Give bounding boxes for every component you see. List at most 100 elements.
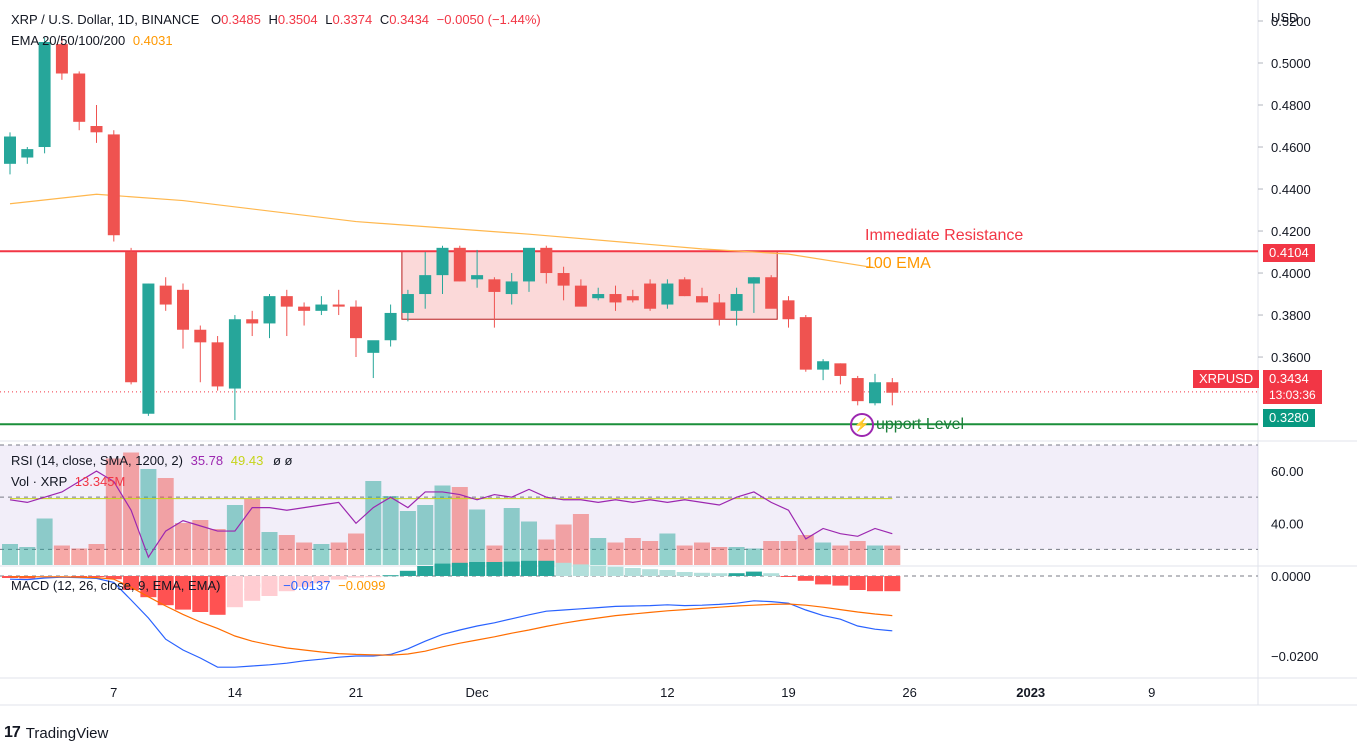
resistance-annotation: Immediate Resistance bbox=[865, 227, 1024, 244]
support-price-tag: 0.3280 bbox=[1263, 409, 1315, 427]
volume-bar bbox=[728, 547, 745, 565]
macd-histogram-bar bbox=[157, 576, 174, 606]
volume-bar bbox=[88, 544, 105, 565]
volume-bar bbox=[538, 539, 555, 565]
support-label: upport Level bbox=[876, 416, 965, 433]
macd-histogram-bar bbox=[105, 576, 122, 580]
price-tick-label: 0.3600 bbox=[1271, 350, 1311, 365]
candle-body bbox=[747, 277, 760, 284]
volume-bar bbox=[555, 524, 572, 565]
macd-histogram-bar bbox=[244, 576, 261, 601]
volume-bar bbox=[867, 545, 883, 565]
candle-body bbox=[332, 304, 345, 307]
candle-body bbox=[4, 136, 16, 164]
volume-bar bbox=[2, 544, 18, 565]
volume-bar bbox=[521, 521, 537, 565]
candle-body bbox=[90, 126, 103, 133]
candle-body bbox=[817, 361, 830, 370]
volume-bar bbox=[226, 505, 243, 565]
high-value: 0.3504 bbox=[277, 12, 318, 27]
tradingview-mark-icon: 17 bbox=[4, 724, 21, 741]
volume-bar bbox=[694, 542, 710, 565]
volume-bar bbox=[296, 542, 313, 565]
macd-histogram-bar bbox=[624, 568, 641, 576]
volume-bar bbox=[417, 505, 434, 565]
macd-histogram-bar bbox=[175, 576, 191, 610]
macd-histogram-bar bbox=[815, 576, 832, 585]
macd-histogram-bar bbox=[849, 576, 866, 590]
macd-histogram-bar bbox=[728, 573, 745, 576]
candle-body bbox=[453, 247, 466, 282]
volume-bar bbox=[745, 548, 762, 565]
volume-bar bbox=[451, 487, 468, 565]
candle-body bbox=[886, 382, 899, 393]
macd-histogram-bar bbox=[486, 562, 503, 576]
time-tick-label: 26 bbox=[902, 685, 916, 700]
macd-histogram-bar bbox=[659, 570, 676, 576]
macd-histogram-bar bbox=[607, 566, 624, 576]
support-annotation: ⚡ upport Level bbox=[850, 413, 964, 437]
volume-bar bbox=[19, 547, 36, 565]
macd-histogram-bar bbox=[226, 576, 243, 608]
macd-tick-label: 0.0000 bbox=[1271, 569, 1311, 584]
rsi-line bbox=[9, 470, 893, 559]
volume-bar bbox=[53, 545, 70, 565]
macd-histogram-bar bbox=[192, 576, 209, 612]
candle-body bbox=[557, 273, 570, 286]
rsi-value: 35.78 bbox=[190, 453, 224, 468]
volume-bar bbox=[330, 542, 347, 565]
macd-hist-value: −0.0038 bbox=[228, 578, 276, 593]
macd-tick-label: −0.0200 bbox=[1271, 649, 1318, 664]
macd-histogram-bar bbox=[884, 576, 901, 592]
candle-body bbox=[73, 73, 86, 122]
volume-label: Vol · XRP bbox=[11, 474, 68, 489]
macd-histogram-bar bbox=[694, 572, 710, 576]
volume-bar bbox=[642, 541, 659, 565]
candle-body bbox=[21, 149, 34, 158]
open-value: 0.3485 bbox=[221, 12, 261, 27]
price-tick-label: 0.4000 bbox=[1271, 266, 1311, 281]
price-tick-label: 0.3800 bbox=[1271, 308, 1311, 323]
candle-body bbox=[436, 247, 449, 276]
price-tick-label: 0.4800 bbox=[1271, 98, 1311, 113]
candle-body bbox=[298, 306, 311, 311]
ema-value: 0.4031 bbox=[132, 33, 173, 48]
macd-histogram-bar bbox=[71, 576, 88, 577]
macd-histogram-bar bbox=[780, 576, 797, 577]
volume-bar bbox=[382, 496, 399, 565]
macd-header: MACD (12, 26, close, 9, EMA, EMA) −0.003… bbox=[11, 578, 385, 593]
candle-body bbox=[280, 296, 293, 307]
candle-body bbox=[626, 296, 639, 301]
macd-histogram-bar bbox=[555, 562, 572, 576]
candle-body bbox=[246, 319, 259, 324]
price-tick-label: 0.4400 bbox=[1271, 182, 1311, 197]
rsi-extra: ø ø bbox=[272, 453, 293, 468]
candle-body bbox=[678, 279, 691, 297]
volume-bar bbox=[711, 547, 728, 565]
volume-bar bbox=[175, 523, 191, 565]
macd-signal-line bbox=[10, 576, 893, 656]
macd-histogram-bar bbox=[521, 560, 537, 576]
volume-bar bbox=[607, 542, 624, 565]
rsi-header: RSI (14, close, SMA, 1200, 2) 35.78 49.4… bbox=[11, 453, 292, 468]
volume-bar bbox=[780, 541, 797, 565]
candle-body bbox=[799, 317, 812, 370]
low-value: 0.3374 bbox=[332, 12, 373, 27]
macd-histogram-bar bbox=[642, 569, 659, 576]
candle-body bbox=[107, 134, 120, 236]
candle-body bbox=[125, 252, 138, 383]
ema-header: EMA 20/50/100/200 0.4031 bbox=[11, 33, 173, 48]
tradingview-logo[interactable]: 17 TradingView bbox=[4, 724, 108, 742]
macd-histogram-bar bbox=[711, 573, 728, 576]
candle-body bbox=[471, 275, 484, 280]
volume-bar bbox=[797, 535, 814, 565]
candle-body bbox=[592, 294, 605, 299]
macd-histogram-bar bbox=[313, 576, 330, 584]
volume-bar bbox=[140, 469, 157, 565]
candle-body bbox=[765, 277, 778, 309]
candle-body bbox=[228, 319, 241, 389]
candle-body bbox=[177, 289, 189, 330]
candle-body bbox=[540, 247, 553, 274]
last-price-tag: 0.3434 13:03:36 bbox=[1263, 370, 1322, 404]
